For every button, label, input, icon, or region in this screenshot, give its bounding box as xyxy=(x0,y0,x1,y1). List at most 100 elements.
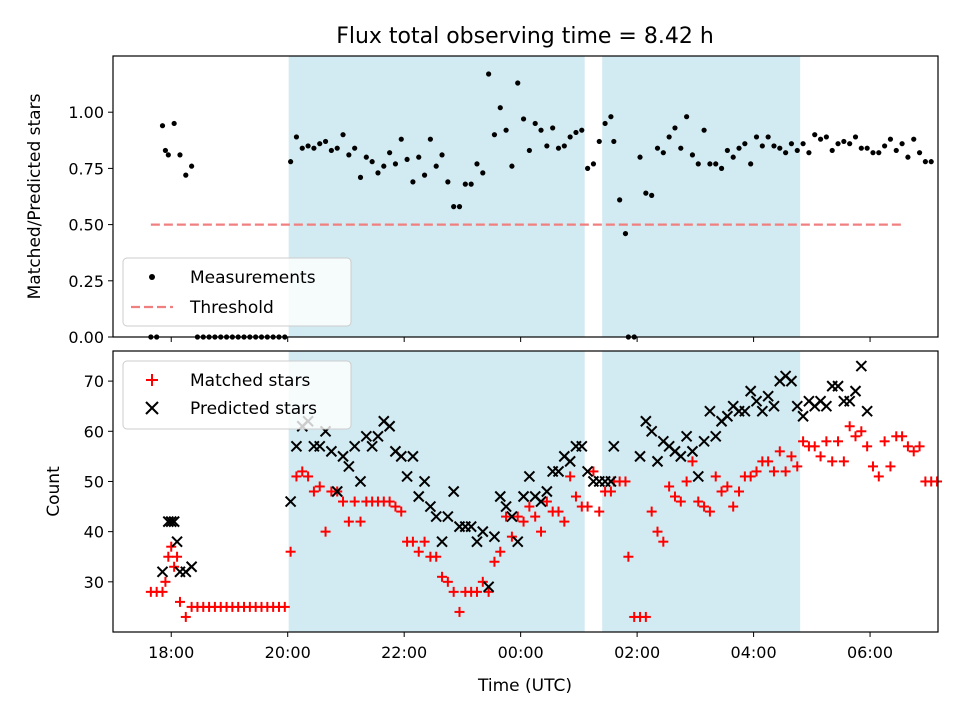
measurements-point xyxy=(439,152,445,158)
measurements-point xyxy=(608,114,614,120)
matched-stars-point xyxy=(897,431,908,442)
predicted-stars-point xyxy=(645,425,658,437)
measurements-point xyxy=(882,143,888,149)
measurements-point xyxy=(654,145,661,151)
predicted-stars-point xyxy=(395,450,407,463)
matched-stars-point xyxy=(716,486,727,497)
top-y-ticks: 0.00 0.25 0.50 0.75 1.00 xyxy=(68,103,113,347)
matched-stars-point xyxy=(169,561,180,572)
predicted-stars-point xyxy=(744,385,757,397)
matched-stars-point xyxy=(652,526,663,537)
matched-stars-point xyxy=(559,516,570,527)
matched-stars-point xyxy=(658,536,669,547)
measurements-point xyxy=(299,145,305,151)
predicted-stars-point xyxy=(465,520,477,533)
matched-stars-point xyxy=(885,461,896,472)
predicted-stars-point xyxy=(843,395,856,407)
y-tick-label: 40 xyxy=(84,523,104,542)
matched-stars-point xyxy=(745,471,756,482)
predicted-stars-point xyxy=(541,485,553,498)
predicted-stars-point xyxy=(517,490,530,503)
measurements-point xyxy=(491,132,498,138)
measurements-point xyxy=(526,147,532,154)
legend-threshold-label: Threshold xyxy=(189,298,274,318)
measurements-point xyxy=(911,136,917,142)
matched-stars-point xyxy=(914,441,925,452)
measurements-point xyxy=(462,181,468,187)
measurements-point xyxy=(421,172,428,178)
matched-stars-point xyxy=(553,506,564,517)
measurements-point xyxy=(520,116,527,122)
predicted-stars-point xyxy=(785,375,798,387)
measurements-point xyxy=(322,138,329,145)
legend-measurements-label: Measurements xyxy=(190,268,316,288)
measurements-point xyxy=(611,138,617,145)
measurements-point xyxy=(916,150,923,156)
matched-stars-point xyxy=(833,436,844,447)
predicted-stars-point xyxy=(325,445,338,458)
matched-stars-point xyxy=(160,576,171,587)
y-tick-label: 0.75 xyxy=(68,159,104,178)
predicted-stars-point xyxy=(721,410,734,422)
measurements-point xyxy=(905,154,911,160)
predicted-stars-point xyxy=(284,495,297,508)
measurements-point xyxy=(445,179,451,185)
matched-stars-point xyxy=(902,441,913,452)
matched-stars-point xyxy=(908,446,919,457)
y-tick-label: 70 xyxy=(84,372,104,391)
matched-stars-point xyxy=(303,471,314,482)
measurements-point xyxy=(352,145,358,151)
predicted-stars-point xyxy=(506,510,518,523)
measurements-point xyxy=(817,136,824,142)
measurements-point xyxy=(596,138,602,145)
matched-stars-point xyxy=(763,456,774,467)
matched-stars-point xyxy=(768,466,779,477)
measurements-point xyxy=(730,154,736,160)
matched-stars-point xyxy=(407,536,418,547)
predicted-stars-point xyxy=(165,515,177,528)
measurements-point xyxy=(317,141,323,147)
predicted-stars-point xyxy=(424,500,437,513)
predicted-stars-point xyxy=(535,495,547,508)
matched-stars-point xyxy=(932,476,943,487)
measurements-point xyxy=(864,145,870,151)
measurements-point xyxy=(893,147,899,154)
bottom-x-ticks: 18:00 20:00 22:00 00:00 02:00 04:00 06:00 xyxy=(148,632,893,662)
measurements-point xyxy=(165,152,171,158)
measurements-point xyxy=(724,147,730,154)
measurements-point xyxy=(468,181,474,187)
measurements-point xyxy=(812,132,818,138)
x-tick-label: 18:00 xyxy=(148,643,194,662)
matched-stars-point xyxy=(343,516,354,527)
matched-stars-point xyxy=(355,516,366,527)
matched-stars-point xyxy=(704,506,715,517)
matched-stars-point xyxy=(856,426,867,437)
top-legend: Measurements Threshold xyxy=(122,257,352,327)
matched-stars-point xyxy=(180,611,191,622)
predicted-stars-point xyxy=(366,440,378,453)
observing-window-2 xyxy=(602,56,801,337)
matched-stars-point xyxy=(308,486,319,497)
predicted-stars-point xyxy=(442,510,454,523)
predicted-stars-point xyxy=(337,450,349,463)
measurements-point xyxy=(416,154,422,160)
measurements-point xyxy=(451,204,457,210)
matched-stars-point xyxy=(728,501,739,512)
predicted-stars-point xyxy=(413,490,425,503)
predicted-stars-point xyxy=(372,430,384,443)
predicted-stars-point xyxy=(447,485,460,498)
matched-stars-point xyxy=(166,541,177,552)
measurements-point xyxy=(742,141,748,147)
measurements-point xyxy=(392,161,399,167)
matched-stars-point xyxy=(297,466,308,477)
bottom-legend-box xyxy=(122,360,352,430)
predicted-stars-point xyxy=(401,470,413,483)
measurements-point xyxy=(410,179,416,185)
predicted-stars-point xyxy=(762,390,774,402)
legend-matched-marker xyxy=(146,374,158,386)
measurements-point xyxy=(288,159,294,165)
matched-stars-point xyxy=(570,491,581,502)
matched-stars-point xyxy=(471,586,482,597)
predicted-stars-point xyxy=(488,530,501,543)
predicted-stars-point xyxy=(290,440,303,453)
